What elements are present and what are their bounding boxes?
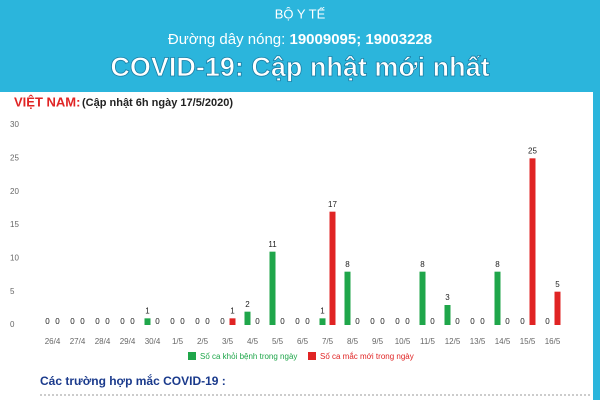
value-label: 11 [268, 240, 277, 249]
value-label: 25 [528, 146, 537, 155]
y-tick-label: 30 [10, 120, 19, 129]
value-label: 1 [320, 306, 325, 315]
x-tick-label: 14/5 [495, 337, 511, 346]
x-tick-label: 26/4 [45, 337, 61, 346]
value-label: 0 [305, 317, 310, 326]
legend-label: Số ca khỏi bệnh trong ngày [200, 352, 297, 361]
y-tick-label: 10 [10, 253, 19, 262]
x-tick-label: 8/5 [347, 337, 359, 346]
org: BỘ Y TẾ [275, 6, 326, 21]
value-label: 0 [105, 317, 110, 326]
value-label: 0 [430, 317, 435, 326]
content-bg [0, 92, 600, 400]
x-tick-label: 30/4 [145, 337, 161, 346]
value-label: 0 [70, 317, 75, 326]
x-tick-label: 1/5 [172, 337, 184, 346]
bar [329, 211, 336, 325]
bar [344, 271, 351, 325]
x-tick-label: 12/5 [445, 337, 461, 346]
value-label: 0 [455, 317, 460, 326]
value-label: 0 [295, 317, 300, 326]
value-label: 0 [120, 317, 125, 326]
value-label: 0 [370, 317, 375, 326]
legend-label: Số ca mắc mới trong ngày [320, 352, 414, 361]
country: VIỆT NAM: [14, 94, 80, 109]
bar [144, 318, 151, 325]
x-tick-label: 7/5 [322, 337, 334, 346]
legend-swatch [308, 352, 316, 360]
value-label: 0 [545, 317, 550, 326]
value-label: 0 [80, 317, 85, 326]
side-band [593, 92, 600, 400]
title: COVID-19: Cập nhật mới nhất [110, 52, 489, 82]
x-tick-label: 4/5 [247, 337, 259, 346]
hotline: Đường dây nóng: 19009095; 19003228 [168, 31, 432, 48]
value-label: 8 [495, 260, 500, 269]
value-label: 0 [170, 317, 175, 326]
value-label: 0 [520, 317, 525, 326]
value-label: 0 [355, 317, 360, 326]
bar [269, 251, 276, 325]
value-label: 0 [280, 317, 285, 326]
x-tick-label: 5/5 [272, 337, 284, 346]
value-label: 1 [230, 306, 235, 315]
value-label: 0 [395, 317, 400, 326]
x-tick-label: 10/5 [395, 337, 411, 346]
x-tick-label: 15/5 [520, 337, 536, 346]
value-label: 3 [445, 293, 450, 302]
value-label: 8 [345, 260, 350, 269]
value-label: 0 [205, 317, 210, 326]
value-label: 0 [95, 317, 100, 326]
x-tick-label: 9/5 [372, 337, 384, 346]
value-label: 0 [405, 317, 410, 326]
legend-swatch [188, 352, 196, 360]
value-label: 0 [480, 317, 485, 326]
value-label: 0 [55, 317, 60, 326]
value-label: 0 [470, 317, 475, 326]
bar [244, 311, 251, 325]
value-label: 0 [155, 317, 160, 326]
bar [494, 271, 501, 325]
value-label: 17 [328, 200, 337, 209]
value-label: 2 [245, 300, 250, 309]
x-tick-label: 3/5 [222, 337, 234, 346]
y-tick-label: 15 [10, 220, 19, 229]
x-tick-label: 28/4 [95, 337, 111, 346]
y-tick-label: 0 [10, 320, 15, 329]
hotline-label: Đường dây nóng: [168, 31, 285, 48]
x-tick-label: 16/5 [545, 337, 561, 346]
value-label: 5 [555, 280, 560, 289]
value-label: 1 [145, 306, 150, 315]
section-title: Các trường hợp mắc COVID-19 : [40, 373, 226, 388]
value-label: 0 [195, 317, 200, 326]
y-tick-label: 20 [10, 187, 19, 196]
bar [554, 291, 561, 325]
bar [229, 318, 236, 325]
x-tick-label: 13/5 [470, 337, 486, 346]
x-tick-label: 11/5 [420, 337, 436, 346]
value-label: 0 [220, 317, 225, 326]
bar [319, 318, 326, 325]
value-label: 8 [420, 260, 425, 269]
bar [444, 305, 451, 325]
x-tick-label: 6/5 [297, 337, 309, 346]
bar [419, 271, 426, 325]
value-label: 0 [180, 317, 185, 326]
value-label: 0 [45, 317, 50, 326]
subtitle: (Cập nhật 6h ngày 17/5/2020) [82, 97, 233, 109]
value-label: 0 [380, 317, 385, 326]
x-tick-label: 29/4 [120, 337, 136, 346]
y-tick-label: 5 [10, 287, 15, 296]
value-label: 0 [255, 317, 260, 326]
header-band [0, 0, 600, 92]
value-label: 0 [130, 317, 135, 326]
bar [529, 158, 536, 325]
hotline-numbers: 19009095; 19003228 [289, 31, 432, 48]
x-tick-label: 2/5 [197, 337, 209, 346]
x-tick-label: 27/4 [70, 337, 86, 346]
y-tick-label: 25 [10, 153, 19, 162]
value-label: 0 [505, 317, 510, 326]
